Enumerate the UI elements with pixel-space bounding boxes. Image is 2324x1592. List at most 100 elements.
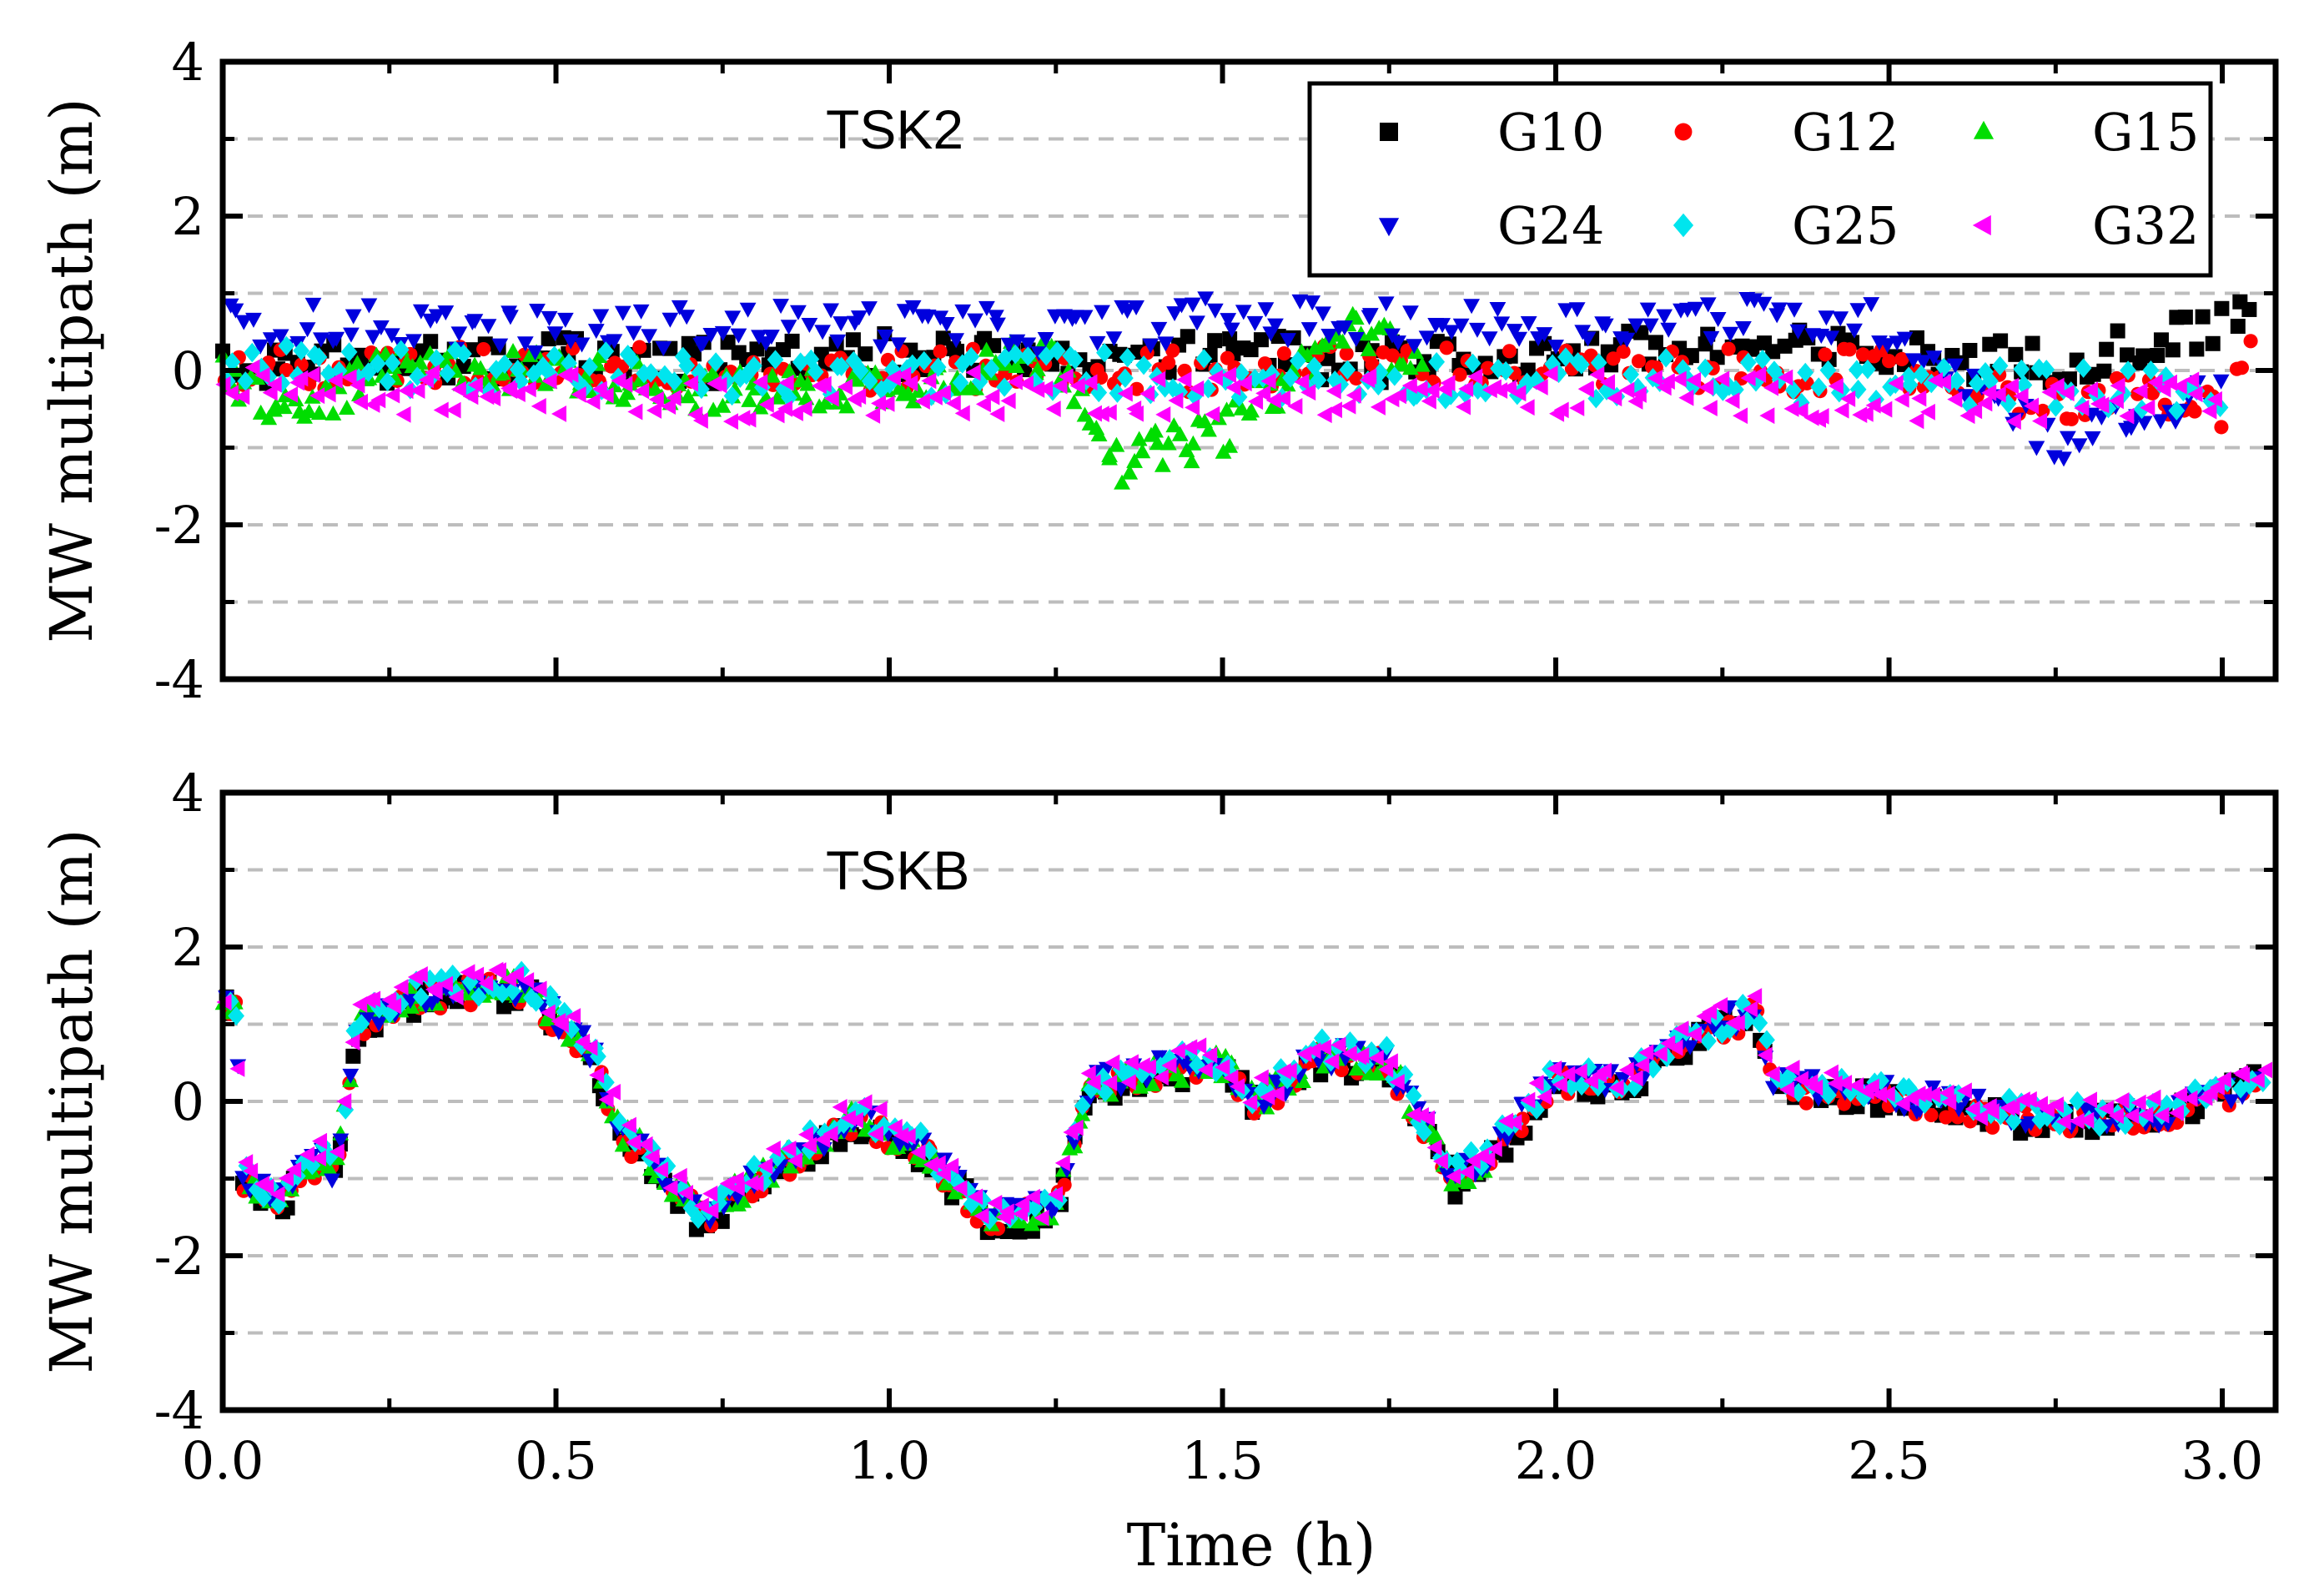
point-g24-tsk2 — [780, 320, 797, 335]
point-g25-tsk2 — [1007, 344, 1024, 365]
point-g32-tskb — [1673, 1020, 1689, 1038]
point-g24-tsk2 — [1469, 322, 1486, 338]
point-g24-tskb — [1499, 1131, 1516, 1147]
point-g32-tsk2 — [816, 375, 832, 393]
point-g25-tskb — [1036, 1188, 1054, 1208]
point-g32-tskb — [1281, 1062, 1297, 1080]
point-g32-tsk2 — [1455, 398, 1471, 416]
point-g32-tskb — [822, 1126, 838, 1143]
point-g32-tskb — [1560, 1066, 1576, 1083]
point-g25-tsk2 — [1119, 347, 1136, 368]
point-g32-tskb — [299, 1146, 315, 1163]
point-g24-tsk2 — [1197, 291, 1215, 307]
point-g24-tsk2 — [2135, 416, 2153, 431]
point-g32-tsk2 — [1678, 389, 1694, 406]
point-g15-tsk2 — [1200, 421, 1217, 437]
point-g32-tskb — [1779, 1081, 1795, 1098]
point-g25-tsk2 — [707, 352, 725, 372]
point-g32-tskb — [2154, 1106, 2170, 1124]
point-g24-tsk2 — [829, 334, 847, 350]
point-g25-tskb — [1668, 1025, 1685, 1045]
legend-label-g15: G15 — [2092, 102, 2199, 163]
point-g32-tsk2 — [2171, 377, 2187, 395]
point-g24-tsk2 — [606, 334, 623, 350]
point-g32-tskb — [968, 1188, 983, 1206]
panel-tskb: 4 2 0 -2 -40.0 0.5 1.0 1.5 2.0 2.5 3.0 TSKB MW mul… — [38, 763, 2279, 1579]
point-g10-tsk2 — [2214, 300, 2230, 316]
point-g24-tsk2 — [919, 309, 937, 325]
point-g10-tsk2 — [858, 346, 873, 362]
point-g24-tsk2 — [1320, 328, 1338, 344]
point-g12-tsk2 — [1631, 354, 1647, 369]
point-g24-tsk2 — [1235, 305, 1252, 320]
point-g32-tskb — [1480, 1151, 1496, 1168]
point-g32-tskb — [1315, 1039, 1331, 1056]
point-g32-tskb — [1202, 1046, 1218, 1064]
point-g25-tsk2 — [1456, 384, 1474, 404]
station-label-tsk2: TSK2 — [826, 98, 963, 160]
point-g25-tsk2 — [678, 355, 696, 375]
point-g12-tsk2 — [2064, 411, 2079, 426]
point-g25-tsk2 — [1968, 373, 1985, 394]
point-g32-tsk2 — [1877, 401, 1893, 418]
point-g12-tskb — [1837, 1096, 1852, 1111]
point-g32-tskb — [1823, 1064, 1839, 1081]
point-g32-tsk2 — [975, 395, 991, 413]
point-g32-tskb — [1054, 1155, 1070, 1171]
point-g10-tsk2 — [2205, 335, 2221, 351]
point-g32-tsk2 — [410, 382, 425, 399]
point-g32-tsk2 — [327, 371, 343, 389]
point-g32-tsk2 — [521, 380, 536, 398]
point-g32-tskb — [1420, 1110, 1436, 1127]
point-g32-tsk2 — [433, 401, 449, 419]
point-g32-tsk2 — [1733, 407, 1748, 425]
point-g25-tsk2 — [1527, 370, 1545, 390]
point-g32-tskb — [2235, 1066, 2251, 1084]
point-g25-tskb — [1453, 1161, 1470, 1181]
point-g32-tsk2 — [1888, 375, 1904, 392]
point-g25-tskb — [1416, 1122, 1433, 1142]
point-g24-tsk2 — [989, 317, 1006, 333]
point-g24-tsk2 — [1568, 302, 1586, 318]
point-g15-tsk2 — [1165, 417, 1183, 433]
point-g24-tsk2 — [343, 327, 360, 343]
point-g32-tskb — [2182, 1090, 2198, 1107]
point-g25-tskb — [444, 964, 461, 985]
point-g25-tsk2 — [1739, 352, 1757, 373]
point-g32-tsk2 — [1401, 377, 1417, 395]
point-g32-tsk2 — [234, 388, 250, 406]
point-g24-tsk2 — [1150, 321, 1168, 337]
point-g25-tsk2 — [581, 357, 598, 377]
point-g25-tsk2 — [781, 387, 797, 408]
point-g15-tsk2 — [619, 385, 636, 401]
point-g25-tsk2 — [561, 353, 577, 373]
point-g10-tsk2 — [1909, 330, 1924, 345]
point-g25-tsk2 — [455, 344, 472, 364]
point-g25-tsk2 — [1901, 375, 1919, 395]
point-g24-tsk2 — [1361, 308, 1379, 324]
point-g10-tsk2 — [784, 333, 800, 349]
x-tick-label: 1.5 — [1181, 1430, 1264, 1491]
point-g15-tsk2 — [1101, 446, 1118, 462]
legend-marker-g25 — [1673, 213, 1694, 238]
point-g15-tsk2 — [910, 382, 927, 398]
point-g32-tskb — [286, 1161, 302, 1178]
point-g24-tsk2 — [1699, 297, 1717, 313]
point-g32-tskb — [1652, 1045, 1668, 1062]
point-g32-tskb — [2108, 1107, 2124, 1125]
point-g25-tsk2 — [597, 341, 615, 361]
point-g25-tsk2 — [1913, 365, 1930, 385]
point-g32-tskb — [1486, 1140, 1502, 1157]
point-g15-tskb — [560, 1031, 577, 1047]
point-g32-tsk2 — [921, 372, 937, 390]
point-g32-tskb — [910, 1144, 926, 1161]
point-g12-tsk2 — [1502, 344, 1517, 359]
point-g12-tsk2 — [2214, 420, 2229, 435]
point-g32-tsk2 — [395, 406, 411, 423]
point-g10-tsk2 — [749, 341, 765, 357]
point-g32-tskb — [1048, 1186, 1064, 1203]
point-g32-tskb — [2114, 1092, 2130, 1109]
point-g25-tskb — [228, 1005, 244, 1026]
point-g15-tskb — [1295, 1073, 1311, 1089]
point-g24-tsk2 — [529, 304, 546, 320]
